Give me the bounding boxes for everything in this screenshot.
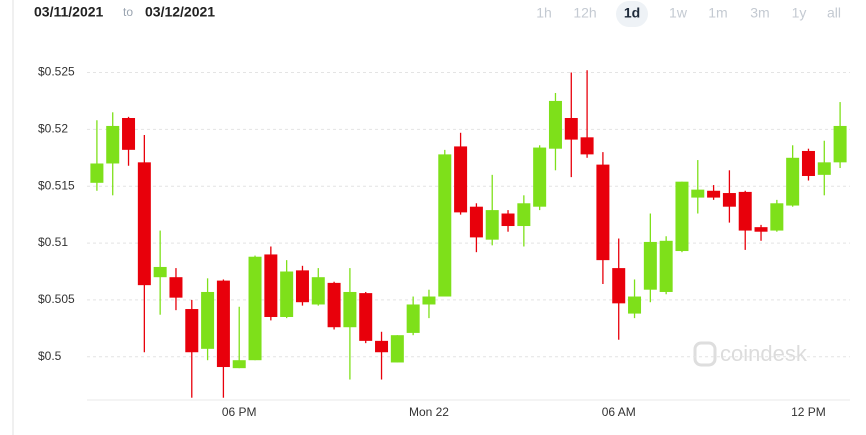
candle-body (90, 163, 104, 183)
candle-body (185, 309, 199, 353)
candle-body (833, 125, 847, 163)
candle-body (454, 146, 468, 213)
range-button[interactable]: 3m (750, 5, 769, 21)
watermark-icon (693, 341, 717, 367)
x-tick-label: Mon 22 (409, 405, 449, 419)
candle-body (422, 296, 436, 305)
candle-body (485, 210, 499, 240)
y-tick-label: $0.52 (38, 122, 68, 136)
candle-body (327, 282, 341, 328)
range-button[interactable]: 1y (792, 5, 807, 21)
candle-body (643, 241, 657, 290)
x-tick-label: 06 PM (222, 405, 257, 419)
candle-body (469, 206, 483, 238)
candle-body (612, 268, 626, 304)
candle-body (264, 254, 278, 317)
candle-body (659, 240, 673, 292)
candle-body (801, 150, 815, 176)
x-tick-label: 12 PM (791, 405, 826, 419)
candle-body (232, 360, 246, 369)
candle-body (359, 293, 373, 341)
y-tick-label: $0.515 (38, 178, 75, 192)
candle-body (722, 193, 736, 207)
y-tick-label: $0.51 (38, 235, 68, 249)
candle-body (137, 162, 151, 286)
range-button[interactable]: 1h (536, 5, 552, 21)
candle-body (311, 277, 325, 305)
candle-body (169, 277, 183, 298)
candle-body (817, 162, 831, 175)
candle-body (580, 137, 594, 155)
date-from: 03/11/2021 (34, 4, 104, 20)
candle-body (738, 191, 752, 231)
candle-body (564, 117, 578, 140)
candle-body (691, 189, 705, 198)
candle-body (106, 125, 120, 164)
range-button[interactable]: 1m (708, 5, 727, 21)
range-selector: 1h 12h 1d 1w 1m 3m 1y all (536, 1, 841, 27)
candle-body (707, 190, 721, 198)
candle-body (248, 256, 262, 361)
candle-body (375, 340, 389, 353)
candle-body (122, 117, 136, 150)
candle-body (628, 296, 642, 314)
candle-body (280, 271, 294, 317)
candle-body (786, 157, 800, 206)
candle-body (770, 203, 784, 231)
candle-body (517, 203, 531, 227)
candle-body (438, 154, 452, 297)
y-tick-label: $0.5 (38, 349, 62, 363)
range-button[interactable]: 1d (624, 5, 640, 21)
candle-body (754, 227, 768, 232)
range-button[interactable]: all (827, 5, 841, 21)
x-tick-label: 06 AM (602, 405, 636, 419)
candle-body (596, 164, 610, 261)
candle-body (390, 335, 404, 363)
candle-body (406, 304, 420, 333)
candle-body (533, 147, 547, 207)
range-selected-bg (616, 1, 648, 27)
candle-body (501, 213, 515, 227)
candle-body (153, 266, 167, 278)
candle-body (343, 291, 357, 328)
candle-body (216, 280, 230, 368)
candle-body (675, 181, 689, 252)
watermark-text: coindesk (720, 341, 808, 366)
candle-body (295, 270, 309, 303)
candle-body (201, 291, 215, 349)
range-button[interactable]: 12h (573, 5, 596, 21)
y-tick-label: $0.505 (38, 292, 75, 306)
date-separator: to (123, 5, 133, 19)
watermark: coindesk (693, 341, 808, 367)
date-to: 03/12/2021 (145, 4, 215, 20)
candle-body (548, 100, 562, 149)
range-button[interactable]: 1w (669, 5, 688, 21)
y-tick-label: $0.525 (38, 65, 75, 79)
